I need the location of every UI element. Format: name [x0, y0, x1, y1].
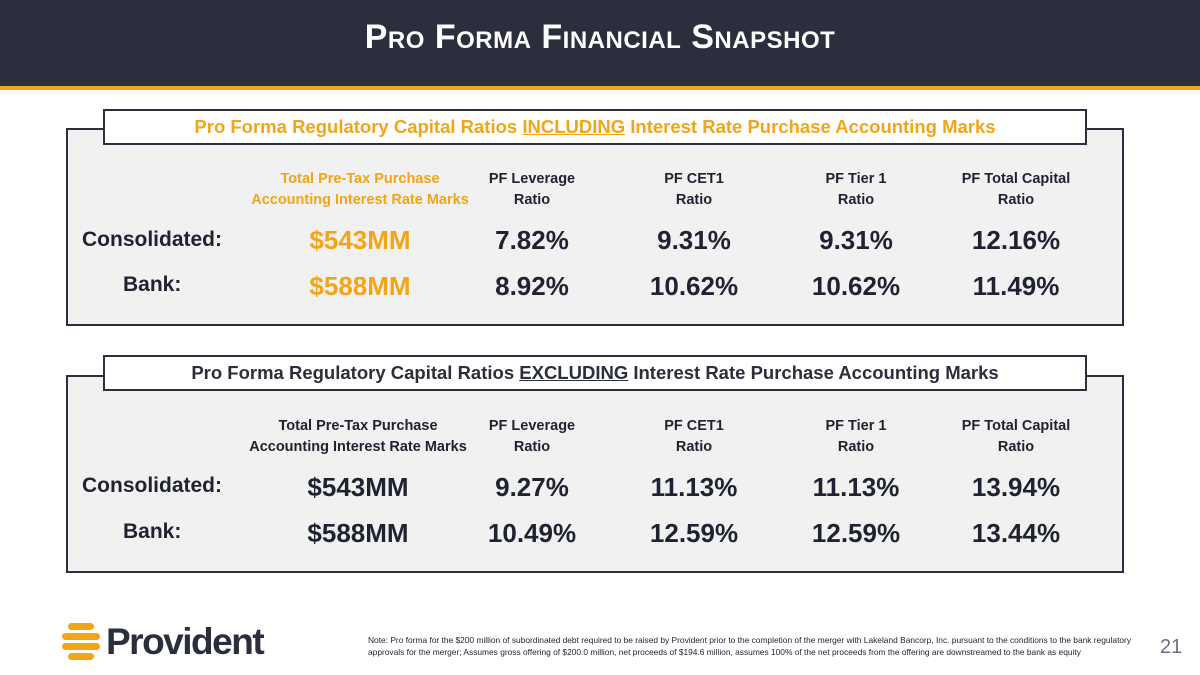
col-header-pf-cet1: PF CET1 Ratio: [574, 416, 814, 458]
row-label-bank: Bank:: [123, 520, 182, 543]
col-header-line: Ratio: [997, 192, 1035, 208]
heading-prefix: Pro Forma Regulatory Capital Ratios: [191, 362, 520, 383]
page-number: 21: [1160, 636, 1183, 658]
col-header-pf-tier1: PF Tier 1 Ratio: [736, 416, 976, 458]
heading-keyword: EXCLUDING: [519, 362, 629, 383]
value-pf-cet1: 12.59%: [649, 518, 739, 548]
value-pf-leverage: 9.27%: [495, 472, 569, 502]
col-header-line: PF CET1: [664, 418, 724, 434]
value-pf-tier1: 10.62%: [811, 271, 901, 301]
row-label-consolidated: Consolidated:: [82, 228, 222, 251]
excluding-panel: [66, 375, 1124, 573]
including-panel: [66, 128, 1124, 326]
col-header-pf-leverage: PF Leverage Ratio: [412, 416, 652, 458]
provident-sun-icon: [62, 623, 100, 660]
value-purchase-marks: $588MM: [309, 271, 411, 301]
col-header-line: PF Leverage: [488, 418, 576, 434]
heading-keyword: INCLUDING: [522, 116, 626, 137]
col-header-line: Ratio: [675, 439, 713, 455]
value-purchase-marks: $543MM: [309, 225, 411, 255]
row-label-consolidated: Consolidated:: [82, 474, 222, 497]
col-header-line: Accounting Interest Rate Marks: [249, 439, 467, 455]
value-pf-tier1: 9.31%: [819, 225, 893, 255]
col-header-line: PF Leverage: [488, 171, 576, 187]
provident-logo: Provident: [62, 620, 282, 664]
col-header-line: PF Total Capital: [961, 171, 1071, 187]
page-title: Pro Forma Financial Snapshot: [364, 18, 836, 56]
title-bar: [0, 0, 1200, 86]
including-panel-heading: Pro Forma Regulatory Capital Ratios INCL…: [103, 109, 1087, 145]
value-pf-leverage: 8.92%: [495, 271, 569, 301]
value-pf-total-capital: 13.44%: [971, 518, 1061, 548]
title-accent-rule: [0, 86, 1200, 90]
excluding-panel-heading: Pro Forma Regulatory Capital Ratios EXCL…: [103, 355, 1087, 391]
col-header-line: Ratio: [837, 192, 875, 208]
value-pf-cet1: 9.31%: [657, 225, 731, 255]
value-pf-total-capital: 12.16%: [971, 225, 1061, 255]
col-header-line: Ratio: [675, 192, 713, 208]
col-header-line: Accounting Interest Rate Marks: [251, 192, 469, 208]
col-header-pf-tier1: PF Tier 1 Ratio: [736, 169, 976, 211]
value-purchase-marks: $543MM: [307, 472, 409, 502]
heading-prefix: Pro Forma Regulatory Capital Ratios: [194, 116, 523, 137]
heading-suffix: Interest Rate Purchase Accounting Marks: [625, 116, 996, 137]
logo-wordmark: Provident: [106, 621, 265, 662]
value-purchase-marks: $588MM: [307, 518, 409, 548]
row-label-bank: Bank:: [123, 273, 182, 296]
value-pf-cet1: 11.13%: [650, 472, 738, 502]
col-header-line: Total Pre-Tax Purchase: [278, 418, 438, 434]
col-header-line: PF Total Capital: [961, 418, 1071, 434]
col-header-pf-leverage: PF Leverage Ratio: [412, 169, 652, 211]
value-pf-leverage: 10.49%: [487, 518, 577, 548]
col-header-line: Ratio: [513, 439, 551, 455]
col-header-purchase-marks: Total Pre-Tax Purchase Accounting Intere…: [240, 169, 480, 211]
col-header-line: PF Tier 1: [825, 171, 887, 187]
col-header-pf-total-capital: PF Total Capital Ratio: [896, 416, 1136, 458]
value-pf-leverage: 7.82%: [495, 225, 569, 255]
col-header-line: PF CET1: [664, 171, 724, 187]
col-header-pf-cet1: PF CET1 Ratio: [574, 169, 814, 211]
col-header-line: Ratio: [513, 192, 551, 208]
value-pf-total-capital: 11.49%: [972, 271, 1060, 301]
heading-suffix: Interest Rate Purchase Accounting Marks: [628, 362, 999, 383]
col-header-pf-total-capital: PF Total Capital Ratio: [896, 169, 1136, 211]
value-pf-total-capital: 13.94%: [971, 472, 1061, 502]
value-pf-tier1: 12.59%: [811, 518, 901, 548]
col-header-line: PF Tier 1: [825, 418, 887, 434]
value-pf-tier1: 11.13%: [812, 472, 900, 502]
col-header-purchase-marks: Total Pre-Tax Purchase Accounting Intere…: [238, 416, 478, 458]
value-pf-cet1: 10.62%: [649, 271, 739, 301]
footnote: Note: Pro forma for the $200 million of …: [368, 635, 1132, 657]
col-header-line: Total Pre-Tax Purchase: [280, 171, 440, 187]
col-header-line: Ratio: [837, 439, 875, 455]
col-header-line: Ratio: [997, 439, 1035, 455]
